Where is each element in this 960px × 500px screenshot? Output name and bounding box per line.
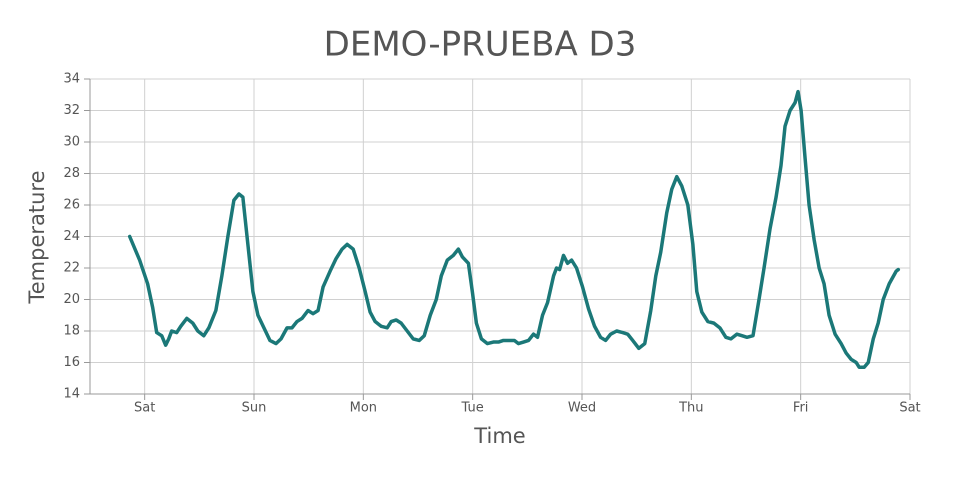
x-tick-label: Thu [678,401,703,416]
y-axis-title: Temperature [25,170,49,304]
chart-title: DEMO-PRUEBA D3 [324,25,637,65]
y-tick-label: 20 [63,292,80,307]
y-tick-label: 18 [63,324,80,339]
x-tick-label: Fri [793,401,809,416]
y-tick-label: 30 [63,135,80,150]
x-axis-title: Time [473,424,525,448]
y-tick-label: 28 [63,166,80,181]
x-tick-label: Sat [899,401,920,416]
y-tick-label: 24 [63,229,80,244]
y-tick-label: 16 [63,355,80,370]
x-tick-label: Wed [568,401,596,416]
x-tick-label: Mon [350,401,377,416]
y-tick-label: 26 [63,198,80,213]
x-tick-label: Sun [242,401,267,416]
y-tick-label: 14 [63,387,80,402]
x-tick-label: Sat [134,401,155,416]
y-tick-label: 34 [63,72,80,87]
line [127,89,901,369]
x-tick-label: Tue [461,401,484,416]
y-tick-label: 22 [63,261,80,276]
y-tick-label: 32 [63,103,80,118]
